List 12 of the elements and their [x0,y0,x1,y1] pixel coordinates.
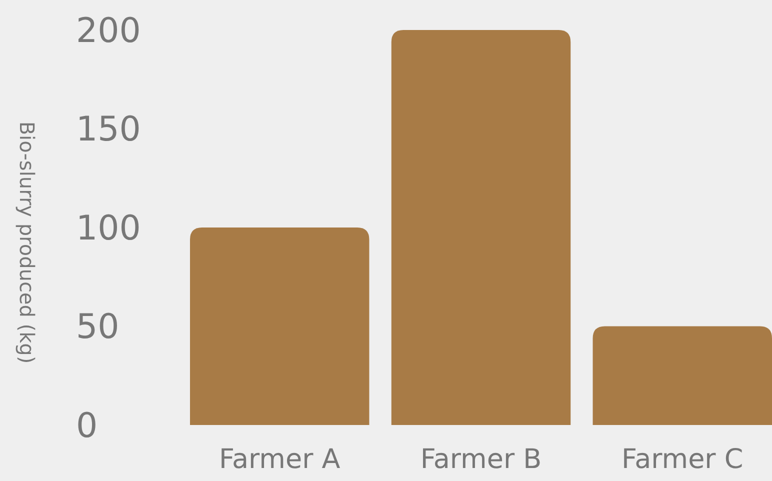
x-tick-label: Farmer A [218,444,341,475]
x-tick-label: Farmer B [420,444,542,475]
bar [391,30,571,425]
x-tick-label: Farmer C [622,444,744,475]
y-tick-label: 100 [76,208,141,248]
bar [592,326,772,425]
y-tick-label: 0 [76,406,98,446]
y-axis-title: Bio-slurry produced (kg) [15,121,39,364]
y-tick-label: 150 [76,110,141,150]
bar [190,228,370,425]
y-tick-label: 200 [76,10,141,51]
y-tick-label: 50 [76,307,120,348]
